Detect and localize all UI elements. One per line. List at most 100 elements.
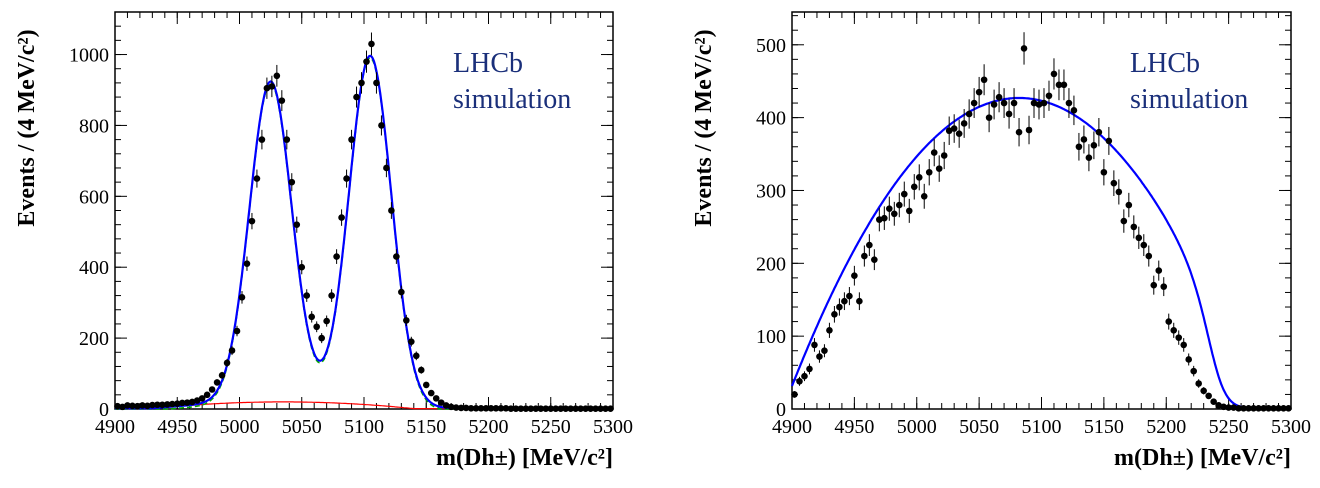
data-point (1185, 356, 1193, 363)
data-point (1195, 380, 1202, 387)
data-point (333, 253, 340, 260)
x-tick-label: 4950 (834, 416, 874, 438)
data-point (248, 217, 256, 225)
data-point (861, 252, 868, 260)
data-point (1095, 128, 1103, 136)
plot-frame (791, 11, 1292, 410)
data-point (945, 127, 953, 135)
data-point (1175, 334, 1183, 341)
data-point (572, 405, 579, 412)
data-point (1000, 99, 1008, 107)
data-point (930, 149, 938, 156)
data-point (1045, 92, 1053, 100)
data-point (253, 175, 261, 182)
data-point (602, 405, 609, 412)
x-tick-labels: 4900 4950 5000 5050 5100 5150 5200 5250 5300 (772, 416, 1311, 438)
data-point (283, 136, 291, 143)
data-point (995, 93, 1003, 101)
data-point (577, 405, 584, 412)
data-point (567, 405, 574, 412)
x-tick-label: 5300 (1271, 416, 1311, 438)
data-point (831, 311, 838, 318)
y-tick-label: 200 (79, 328, 109, 350)
data-point (348, 136, 355, 143)
x-tick-label: 5200 (1146, 416, 1186, 438)
data-point (323, 317, 330, 325)
y-tick-label: 0 (776, 399, 786, 421)
data-point (1040, 99, 1048, 107)
data-point (273, 72, 281, 80)
lhcb-label: LHCb (453, 48, 523, 79)
data-point (955, 130, 963, 137)
data-point (432, 395, 440, 402)
x-tick-label: 5050 (959, 416, 999, 438)
data-point (826, 327, 833, 334)
data-point (895, 201, 903, 209)
data-point (846, 292, 853, 300)
data-point (318, 334, 325, 342)
data-point (293, 221, 301, 228)
x-tick-label: 5250 (531, 416, 571, 438)
data-point (383, 164, 390, 172)
data-point (178, 399, 186, 407)
data-point (1210, 398, 1217, 406)
data-point (980, 76, 988, 84)
data-point (1155, 267, 1163, 274)
data-point (1080, 136, 1088, 143)
data-point (532, 405, 540, 412)
lhcb-label: LHCb (1130, 48, 1200, 79)
data-point (806, 365, 813, 373)
data-point (398, 288, 405, 296)
data-point (228, 347, 236, 354)
data-point (1055, 81, 1063, 89)
y-tick-label: 1000 (69, 45, 109, 67)
data-point (1065, 99, 1073, 107)
y-tick-label: 200 (756, 253, 786, 275)
data-point (512, 405, 520, 412)
data-points (114, 32, 614, 412)
y-axis-title: Events / (4 MeV/c²) (691, 29, 717, 226)
data-point (866, 241, 873, 249)
x-tick-labels: 4900 4950 5000 5050 5100 5150 5200 5250 5300 (95, 416, 633, 438)
data-point (1180, 341, 1188, 349)
y-tick-label: 400 (756, 108, 786, 130)
left-panel: 4900 4950 5000 5050 5100 5150 5200 5250 5300 0 20… (14, 11, 633, 471)
data-point (557, 405, 565, 412)
x-tick-label: 5300 (593, 416, 633, 438)
data-point (920, 192, 928, 200)
data-point (313, 323, 320, 331)
data-point (990, 101, 998, 108)
data-point (1070, 107, 1078, 114)
data-point (1205, 392, 1212, 400)
data-point (442, 402, 450, 409)
data-point (1280, 404, 1287, 412)
data-point (393, 253, 400, 260)
data-point (1090, 142, 1098, 149)
data-point (114, 402, 121, 410)
data-point (851, 272, 858, 279)
data-point (552, 405, 560, 412)
x-axis-title: m(Dh±) [MeV/c²] (1114, 445, 1291, 471)
data-point (871, 256, 878, 263)
data-point (193, 397, 201, 404)
data-point (1115, 188, 1123, 196)
data-point (522, 405, 530, 412)
data-point (915, 174, 923, 181)
data-point (811, 341, 818, 349)
data-point (134, 402, 141, 410)
data-point (925, 168, 933, 176)
data-point (303, 292, 311, 299)
x-tick-label: 5000 (897, 416, 937, 438)
data-point (427, 389, 435, 397)
data-point (363, 58, 370, 65)
y-tick-label: 300 (756, 180, 786, 202)
data-point (288, 178, 296, 186)
data-point (408, 338, 415, 345)
x-tick-label: 5000 (220, 416, 260, 438)
data-point (1145, 252, 1153, 260)
x-tick-label: 4950 (157, 416, 197, 438)
data-point (1190, 367, 1197, 375)
fit-curves (790, 96, 1291, 410)
x-tick-label: 5150 (1084, 416, 1124, 438)
simulation-label: simulation (453, 84, 571, 115)
